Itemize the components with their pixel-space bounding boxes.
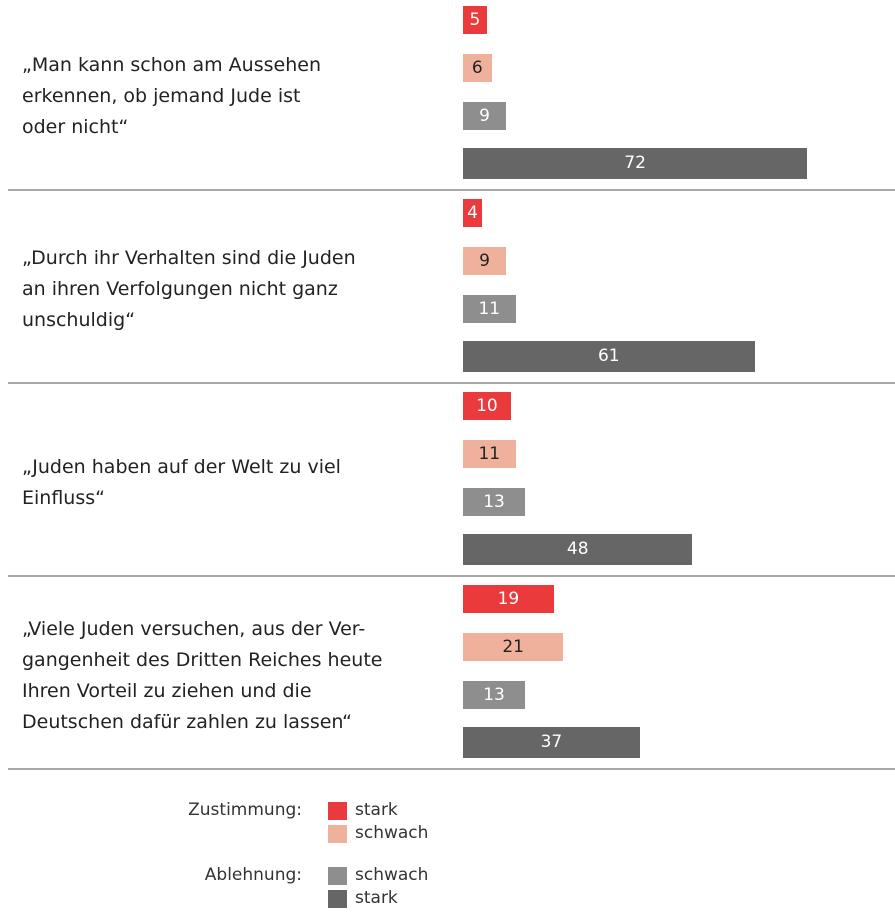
bar bbox=[463, 440, 516, 468]
value-label: 10 bbox=[476, 396, 498, 416]
bar bbox=[463, 341, 755, 372]
bar bbox=[463, 295, 516, 323]
value-label: 21 bbox=[502, 637, 524, 657]
bar bbox=[463, 199, 483, 227]
bar bbox=[463, 681, 526, 709]
separator bbox=[8, 189, 895, 191]
value-label: 13 bbox=[483, 685, 505, 705]
bar bbox=[463, 6, 487, 34]
bar bbox=[463, 534, 693, 565]
legend-group-label: Zustimmung: bbox=[188, 800, 302, 820]
bar bbox=[463, 102, 507, 130]
bar bbox=[463, 247, 507, 275]
value-label: 11 bbox=[478, 299, 501, 319]
bar bbox=[463, 148, 808, 179]
legend-group-label: Ablehnung: bbox=[204, 865, 302, 885]
value-label: 5 bbox=[469, 10, 481, 30]
value-label: 9 bbox=[479, 106, 490, 126]
bar bbox=[463, 392, 511, 420]
value-label: 9 bbox=[479, 251, 490, 271]
legend-label: schwach bbox=[355, 865, 429, 885]
separator bbox=[8, 382, 895, 384]
separator bbox=[8, 768, 895, 770]
legend-label: schwach bbox=[355, 823, 429, 843]
bar bbox=[463, 585, 554, 613]
value-label: 48 bbox=[566, 539, 589, 559]
bar bbox=[463, 633, 564, 661]
value-label: 72 bbox=[624, 153, 646, 173]
category-label: „Man kann schon am Aussehen erkennen, ob… bbox=[22, 54, 321, 138]
bar bbox=[463, 54, 492, 82]
value-label: 11 bbox=[478, 444, 501, 464]
value-label: 4 bbox=[467, 203, 478, 223]
legend-swatch bbox=[328, 802, 347, 820]
category-label: „Durch ihr Verhalten sind die Juden an i… bbox=[22, 247, 356, 331]
category-label: „Viele Juden versuchen, aus der Ver- gan… bbox=[22, 617, 383, 733]
value-label: 19 bbox=[497, 589, 520, 609]
bar bbox=[463, 727, 640, 758]
legend-label: stark bbox=[355, 888, 398, 908]
legend-swatch bbox=[328, 890, 347, 908]
separator bbox=[8, 575, 895, 577]
value-label: 13 bbox=[483, 492, 505, 512]
legend-swatch bbox=[328, 867, 347, 885]
legend-label: stark bbox=[355, 800, 398, 820]
legend-swatch bbox=[328, 825, 347, 843]
value-label: 61 bbox=[597, 346, 620, 366]
bar bbox=[463, 488, 526, 516]
category-label: „Juden haben auf der Welt zu viel Einflu… bbox=[22, 455, 341, 509]
value-label: 37 bbox=[540, 732, 563, 752]
value-label: 6 bbox=[471, 58, 483, 78]
